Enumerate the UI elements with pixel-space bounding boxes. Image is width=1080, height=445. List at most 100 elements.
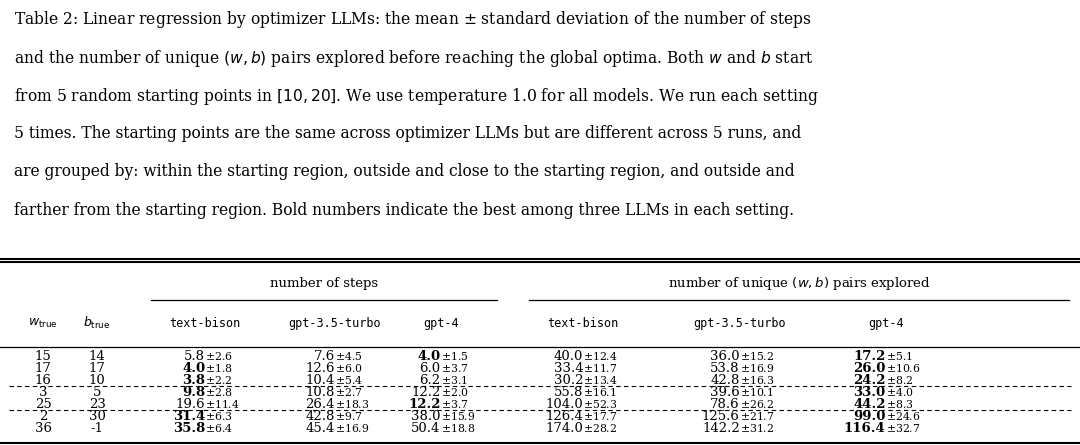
Text: $\pm$26.2: $\pm$26.2 xyxy=(740,398,774,410)
Text: 42.8: 42.8 xyxy=(711,374,740,387)
Text: $\pm$6.4: $\pm$6.4 xyxy=(205,422,233,434)
Text: 78.6: 78.6 xyxy=(711,398,740,411)
Text: $\pm$11.7: $\pm$11.7 xyxy=(583,362,618,374)
Text: $\pm$2.2: $\pm$2.2 xyxy=(205,374,232,386)
Text: $\pm$3.7: $\pm$3.7 xyxy=(441,398,469,410)
Text: $\pm$5.4: $\pm$5.4 xyxy=(335,374,363,386)
Text: 12.2: 12.2 xyxy=(408,398,441,411)
Text: text-bison: text-bison xyxy=(170,316,241,330)
Text: $\pm$9.7: $\pm$9.7 xyxy=(335,410,363,422)
Text: 36: 36 xyxy=(35,422,52,435)
Text: 35.8: 35.8 xyxy=(173,422,205,435)
Text: 45.4: 45.4 xyxy=(306,422,335,435)
Text: $\pm$8.2: $\pm$8.2 xyxy=(886,374,913,386)
Text: 19.6: 19.6 xyxy=(176,398,205,411)
Text: $\pm$1.5: $\pm$1.5 xyxy=(441,350,468,362)
Text: 142.2: 142.2 xyxy=(702,422,740,435)
Text: 5.8: 5.8 xyxy=(185,350,205,363)
Text: $\pm$1.8: $\pm$1.8 xyxy=(205,362,232,374)
Text: $\pm$13.4: $\pm$13.4 xyxy=(583,374,618,386)
Text: 50.4: 50.4 xyxy=(411,422,441,435)
Text: $\pm$5.1: $\pm$5.1 xyxy=(886,350,913,362)
Text: 53.8: 53.8 xyxy=(711,362,740,375)
Text: are grouped by: within the starting region, outside and close to the starting re: are grouped by: within the starting regi… xyxy=(14,163,795,180)
Text: number of steps: number of steps xyxy=(270,277,378,290)
Text: $\pm$24.6: $\pm$24.6 xyxy=(886,410,920,422)
Text: $\pm$52.3: $\pm$52.3 xyxy=(583,398,618,410)
Text: number of unique $(w, b)$ pairs explored: number of unique $(w, b)$ pairs explored xyxy=(667,275,931,292)
Text: $\pm$16.9: $\pm$16.9 xyxy=(335,422,369,434)
Text: $\pm$2.0: $\pm$2.0 xyxy=(441,386,469,398)
Text: $\pm$18.8: $\pm$18.8 xyxy=(441,422,475,434)
Text: 7.6: 7.6 xyxy=(313,350,335,363)
Text: text-bison: text-bison xyxy=(548,316,619,330)
Text: 44.2: 44.2 xyxy=(853,398,886,411)
Text: 3: 3 xyxy=(39,386,48,399)
Text: 104.0: 104.0 xyxy=(545,398,583,411)
Text: $\pm$16.3: $\pm$16.3 xyxy=(740,374,774,386)
Text: gpt-4: gpt-4 xyxy=(423,316,458,330)
Text: 126.4: 126.4 xyxy=(545,410,583,423)
Text: 5 times. The starting points are the same across optimizer LLMs but are differen: 5 times. The starting points are the sam… xyxy=(14,125,801,142)
Text: 33.4: 33.4 xyxy=(554,362,583,375)
Text: 30: 30 xyxy=(89,410,106,423)
Text: farther from the starting region. Bold numbers indicate the best among three LLM: farther from the starting region. Bold n… xyxy=(14,202,794,219)
Text: 5: 5 xyxy=(93,386,102,399)
Text: 40.0: 40.0 xyxy=(554,350,583,363)
Text: $\pm$4.5: $\pm$4.5 xyxy=(335,350,362,362)
Text: gpt-3.5-turbo: gpt-3.5-turbo xyxy=(288,316,381,330)
Text: 25: 25 xyxy=(35,398,52,411)
Text: 36.0: 36.0 xyxy=(711,350,740,363)
Text: $\pm$10.1: $\pm$10.1 xyxy=(740,386,773,398)
Text: 10: 10 xyxy=(89,374,106,387)
Text: 14: 14 xyxy=(89,350,106,363)
Text: 55.8: 55.8 xyxy=(554,386,583,399)
Text: $\pm$2.6: $\pm$2.6 xyxy=(205,350,233,362)
Text: 3.8: 3.8 xyxy=(183,374,205,387)
Text: 6.2: 6.2 xyxy=(419,374,441,387)
Text: 4.0: 4.0 xyxy=(418,350,441,363)
Text: 2: 2 xyxy=(39,410,48,423)
Text: $\pm$16.1: $\pm$16.1 xyxy=(583,386,617,398)
Text: 24.2: 24.2 xyxy=(853,374,886,387)
Text: 26.4: 26.4 xyxy=(306,398,335,411)
Text: $\pm$8.3: $\pm$8.3 xyxy=(886,398,914,410)
Text: $\pm$10.6: $\pm$10.6 xyxy=(886,362,920,374)
Text: $\pm$17.7: $\pm$17.7 xyxy=(583,410,618,422)
Text: 12.6: 12.6 xyxy=(306,362,335,375)
Text: $\pm$18.3: $\pm$18.3 xyxy=(335,398,369,410)
Text: $\pm$32.7: $\pm$32.7 xyxy=(886,422,920,434)
Text: gpt-4: gpt-4 xyxy=(868,316,903,330)
Text: $\pm$28.2: $\pm$28.2 xyxy=(583,422,618,434)
Text: $\pm$15.2: $\pm$15.2 xyxy=(740,350,774,362)
Text: 99.0: 99.0 xyxy=(853,410,886,423)
Text: 17: 17 xyxy=(89,362,106,375)
Text: from 5 random starting points in $[10, 20]$. We use temperature 1.0 for all mode: from 5 random starting points in $[10, 2… xyxy=(14,86,819,107)
Text: $\pm$16.9: $\pm$16.9 xyxy=(740,362,774,374)
Text: $\pm$6.0: $\pm$6.0 xyxy=(335,362,363,374)
Text: and the number of unique $(w, b)$ pairs explored before reaching the global opti: and the number of unique $(w, b)$ pairs … xyxy=(14,48,814,69)
Text: 4.0: 4.0 xyxy=(183,362,205,375)
Text: 15: 15 xyxy=(35,350,52,363)
Text: 42.8: 42.8 xyxy=(306,410,335,423)
Text: 116.4: 116.4 xyxy=(843,422,886,435)
Text: 10.8: 10.8 xyxy=(306,386,335,399)
Text: 31.4: 31.4 xyxy=(173,410,205,423)
Text: $\pm$2.8: $\pm$2.8 xyxy=(205,386,232,398)
Text: $\pm$3.7: $\pm$3.7 xyxy=(441,362,469,374)
Text: 17: 17 xyxy=(35,362,52,375)
Text: Table 2: Linear regression by optimizer LLMs: the mean $\pm$ standard deviation : Table 2: Linear regression by optimizer … xyxy=(14,9,812,30)
Text: 10.4: 10.4 xyxy=(306,374,335,387)
Text: 30.2: 30.2 xyxy=(554,374,583,387)
Text: $\pm$31.2: $\pm$31.2 xyxy=(740,422,774,434)
Text: 16: 16 xyxy=(35,374,52,387)
Text: 26.0: 26.0 xyxy=(853,362,886,375)
Text: 125.6: 125.6 xyxy=(702,410,740,423)
Text: $\pm$6.3: $\pm$6.3 xyxy=(205,410,233,422)
Text: $\pm$12.4: $\pm$12.4 xyxy=(583,350,618,362)
Text: 33.0: 33.0 xyxy=(853,386,886,399)
Text: $\pm$4.0: $\pm$4.0 xyxy=(886,386,914,398)
Text: $\pm$21.7: $\pm$21.7 xyxy=(740,410,774,422)
Text: gpt-3.5-turbo: gpt-3.5-turbo xyxy=(693,316,786,330)
Text: $\pm$11.4: $\pm$11.4 xyxy=(205,398,240,410)
